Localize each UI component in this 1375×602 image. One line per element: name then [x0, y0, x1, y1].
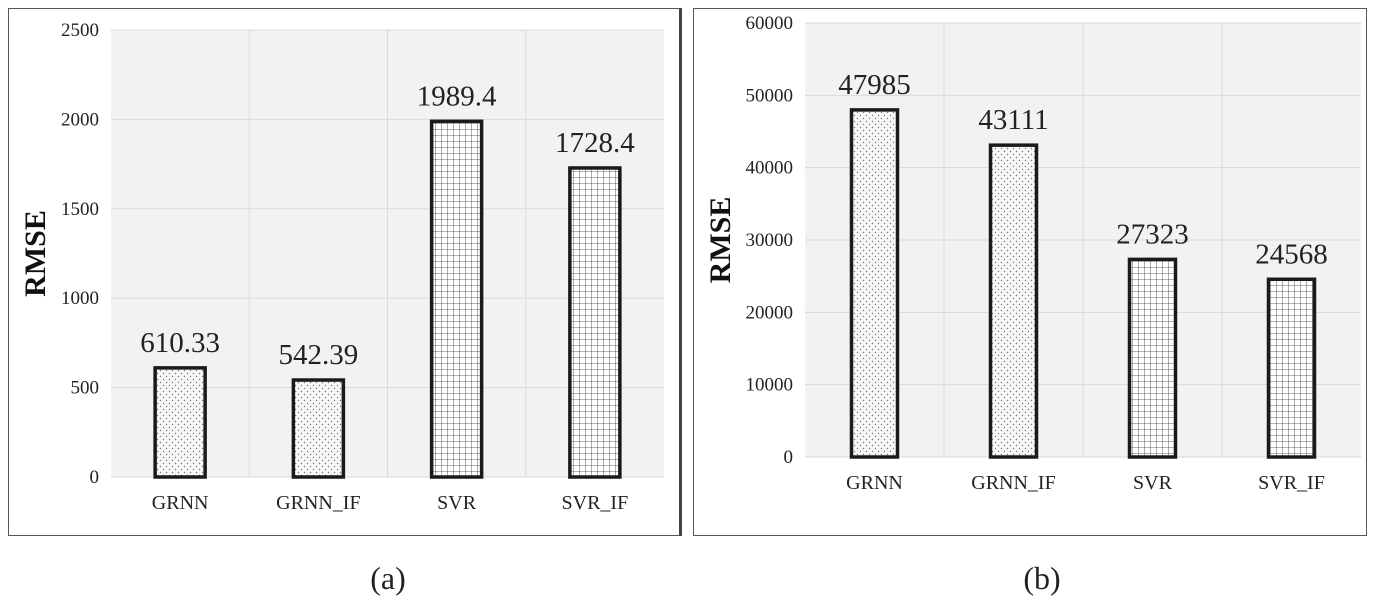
bar-chart-b: 0 10000 20000 30000 40000 50000 60000 47985 GRNN…	[704, 13, 1361, 494]
caption-a: (a)	[370, 560, 406, 596]
y-tick-label: 0	[784, 447, 794, 468]
y-tick-label: 2500	[61, 20, 99, 41]
bar-svr-if	[1266, 277, 1317, 459]
y-tick-label: 40000	[746, 158, 794, 179]
data-label: 43111	[978, 104, 1048, 136]
data-label: 1728.4	[555, 127, 635, 159]
y-tick-label: 1000	[61, 288, 99, 309]
bar-grnn-if	[291, 378, 346, 479]
bar-grnn	[153, 366, 207, 479]
bar-grnn	[849, 108, 900, 459]
data-label: 1989.4	[417, 80, 497, 112]
x-tick-label: GRNN	[152, 492, 209, 514]
bar-chart-a: 0 500 1000 1500 2000 2500 610.33 GRNN 542.39 GRNN…	[19, 20, 664, 514]
bar-svr	[429, 119, 484, 479]
y-tick-label: 20000	[746, 302, 794, 323]
data-label: 27323	[1116, 218, 1189, 250]
bar-svr-if	[568, 166, 622, 479]
x-tick-label: SVR_IF	[1258, 472, 1325, 494]
x-tick-label: GRNN_IF	[276, 492, 360, 514]
bar-grnn-if	[988, 143, 1039, 459]
bar-svr	[1127, 257, 1178, 459]
x-tick-label: SVR	[1133, 472, 1173, 494]
y-tick-label: 0	[90, 467, 100, 488]
x-tick-label: GRNN_IF	[971, 472, 1055, 494]
y-tick-label: 1500	[61, 199, 99, 220]
y-tick-label: 60000	[746, 13, 794, 34]
data-label: 24568	[1255, 238, 1328, 270]
data-label: 542.39	[279, 339, 359, 371]
data-label: 610.33	[140, 327, 220, 359]
caption-b: (b)	[1023, 560, 1061, 596]
y-tick-label: 30000	[746, 230, 794, 251]
y-axis-label: RMSE	[19, 210, 52, 297]
x-tick-label: SVR_IF	[562, 492, 629, 514]
chart-panel-b: 0 10000 20000 30000 40000 50000 60000 47985 GRNN…	[693, 8, 1367, 536]
x-tick-label: SVR	[437, 492, 477, 514]
y-axis-label: RMSE	[704, 197, 737, 284]
data-label: 47985	[838, 69, 911, 101]
y-tick-label: 2000	[61, 109, 99, 130]
y-tick-label: 50000	[746, 85, 794, 106]
x-tick-label: GRNN	[846, 472, 903, 494]
chart-panel-a: 0 500 1000 1500 2000 2500 610.33 GRNN 542.39 GRNN…	[8, 8, 682, 536]
y-tick-label: 500	[71, 378, 100, 399]
y-tick-label: 10000	[746, 375, 794, 396]
